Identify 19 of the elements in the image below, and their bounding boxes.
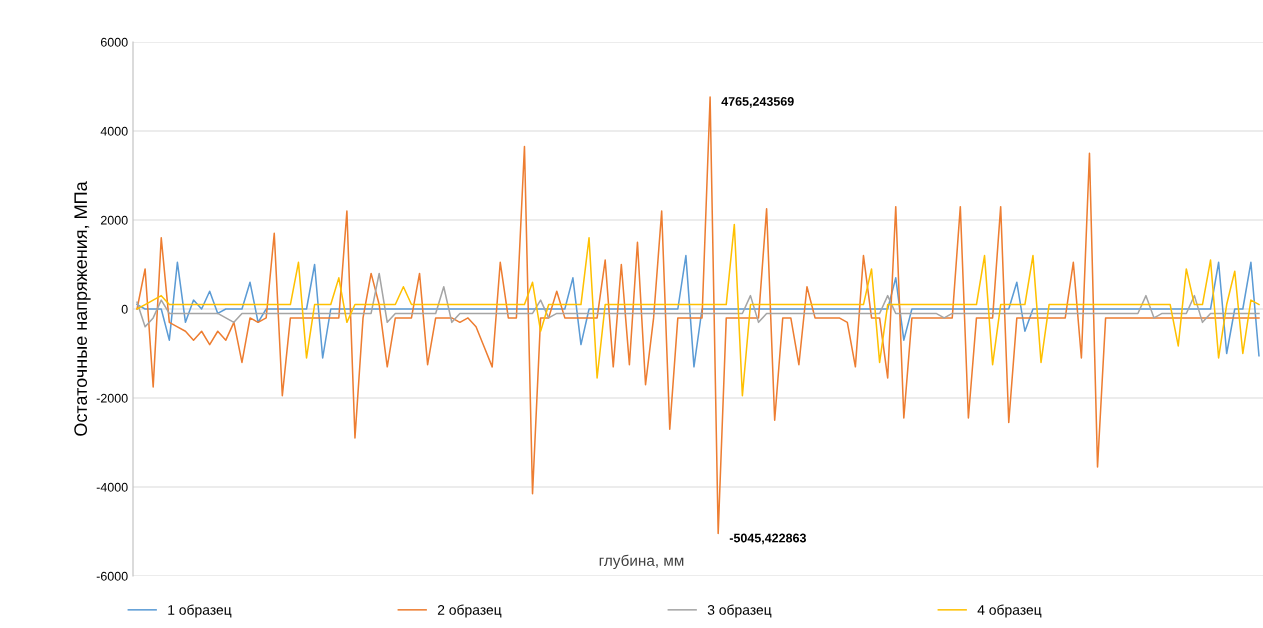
x-axis-title: глубина, мм	[599, 554, 684, 570]
line-series	[136, 272, 1260, 328]
y-axis-title: Остаточные напряжения, МПа	[74, 181, 91, 436]
line-series	[136, 96, 1260, 535]
y-tick-label: 0	[121, 304, 128, 314]
data-label: -5045,422863	[729, 533, 806, 545]
y-tick-label: -4000	[96, 482, 128, 492]
y-tick-label: 4000	[100, 126, 128, 136]
y-tick-label: -6000	[96, 571, 128, 581]
y-tick-label: 2000	[100, 215, 128, 225]
y-tick-label: -2000	[96, 393, 128, 403]
line-series	[136, 223, 1260, 397]
line-series	[136, 254, 1260, 368]
y-tick-label: 6000	[100, 37, 128, 47]
legend-label: 1 образец	[168, 604, 232, 618]
legend-label: 2 образец	[437, 604, 502, 618]
legend-label: 4 образец	[977, 604, 1042, 618]
legend-label: 3 образец	[707, 604, 772, 618]
data-label: 4765,243569	[721, 97, 794, 108]
